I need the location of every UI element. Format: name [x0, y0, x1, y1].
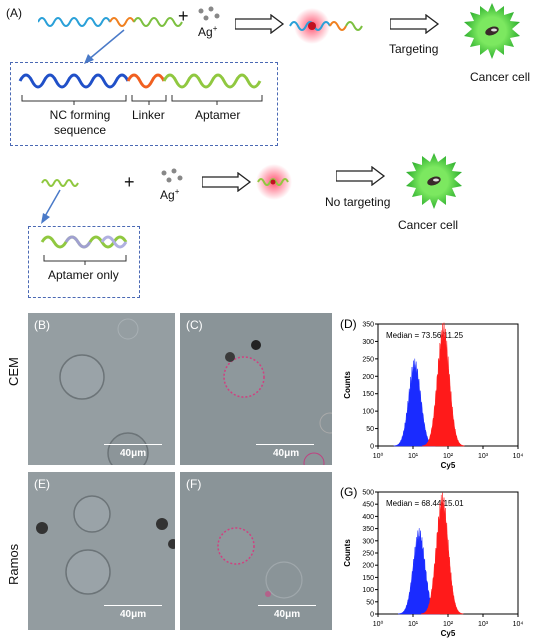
y-tick-label: 200: [362, 563, 374, 570]
aptamer-label: Aptamer: [195, 108, 241, 122]
x-tick-label: 10²: [443, 453, 454, 460]
row-label-ramos: Ramos: [6, 543, 21, 585]
y-tick-label: 200: [362, 374, 374, 381]
microscopy-panel-c: (C) 40μm: [180, 313, 332, 465]
histogram-series-1: [393, 358, 436, 447]
histogram-g: (G) Median = 68.44/15.01 10⁰ 10¹ 10² 10³ 10⁴ 0 5…: [340, 485, 524, 638]
microscopy-panel-e: (E) 40μm: [28, 472, 175, 630]
x-tick-label: 10³: [478, 453, 489, 460]
reaction-arrow: [235, 14, 285, 34]
y-tick-label: 300: [362, 538, 374, 545]
targeting-label: Targeting: [389, 42, 439, 56]
cancer-cell-icon: [464, 3, 520, 59]
y-tick-label: 50: [366, 599, 374, 606]
cell-images: [217, 527, 303, 599]
x-tick-label: 10³: [478, 621, 489, 628]
y-axis-label: Counts: [343, 371, 352, 399]
aptamer-detail-box: [28, 226, 140, 298]
y-tick-label: 0: [370, 612, 374, 619]
scale-bar: [258, 605, 316, 606]
x-tick-label: 10⁴: [513, 621, 524, 628]
panel-label: (D): [340, 317, 357, 331]
x-axis-label: Cy5: [441, 461, 456, 470]
panel-tag: (F): [186, 477, 202, 491]
x-tick-label: 10²: [443, 621, 454, 628]
plus-sign-2: +: [124, 172, 135, 192]
y-tick-label: 100: [362, 587, 374, 594]
scale-label: 40μm: [274, 609, 301, 620]
y-tick-label: 400: [362, 514, 374, 521]
scale-label: 40μm: [120, 609, 147, 620]
median-annotation: Median = 73.56/11.25: [386, 331, 464, 340]
linker-label: Linker: [132, 108, 165, 122]
aptamer-nanocluster-icon: [256, 164, 292, 200]
no-targeting-label: No targeting: [325, 195, 391, 209]
aptamer-detail-strand: [40, 235, 128, 249]
y-tick-label: 150: [362, 391, 374, 398]
x-tick-label: 10⁰: [373, 452, 384, 460]
x-tick-label: 10¹: [408, 453, 419, 460]
y-tick-label: 350: [362, 322, 374, 329]
scale-label: 40μm: [120, 448, 147, 459]
x-tick-label: 10⁴: [513, 453, 524, 460]
aptamer-only-label: Aptamer only: [48, 268, 119, 282]
scale-bar: [104, 444, 162, 445]
y-tick-label: 300: [362, 339, 374, 346]
cancer-cell-label-2: Cancer cell: [398, 218, 459, 232]
cell-images: [36, 495, 175, 595]
y-tick-label: 500: [362, 490, 374, 497]
microscopy-panel-b: (B) 40μm: [28, 313, 175, 465]
scale-bar: [256, 444, 314, 445]
segment-brackets: [21, 95, 263, 105]
histogram-series-2: [422, 322, 465, 447]
panel-tag: (E): [34, 477, 50, 491]
y-axis-label: Counts: [343, 539, 352, 567]
x-tick-label: 10⁰: [373, 620, 384, 628]
y-tick-label: 250: [362, 356, 374, 363]
aptamer-bracket: [43, 255, 127, 265]
y-tick-label: 450: [362, 502, 374, 509]
scheme-label: (A): [6, 6, 22, 20]
no-targeting-arrow: [336, 166, 386, 186]
y-tick-label: 350: [362, 526, 374, 533]
aptamer-only-strand: [41, 179, 79, 187]
row-label-cem: CEM: [6, 357, 21, 386]
microscopy-panel-f: (F) 40μm: [180, 472, 332, 630]
silver-ions-icon-2: [161, 168, 183, 183]
probe-detail-strand: [18, 73, 262, 89]
panel-tag: (C): [186, 318, 203, 332]
median-annotation: Median = 68.44/15.01: [386, 499, 464, 508]
y-tick-label: 150: [362, 575, 374, 582]
targeting-arrow: [390, 14, 440, 34]
histogram-series-2: [420, 492, 464, 615]
plus-sign: +: [178, 6, 189, 26]
cancer-cell-icon-2: [406, 153, 462, 209]
full-probe-strand: [38, 17, 183, 27]
y-tick-label: 250: [362, 551, 374, 558]
silver-ions-icon: [198, 6, 220, 21]
y-tick-label: 50: [366, 426, 374, 433]
pointer-arrow-2: [41, 189, 61, 224]
pointer-arrow: [84, 29, 125, 64]
reaction-arrow-2: [202, 172, 252, 192]
panel-label: (G): [340, 485, 357, 499]
x-tick-label: 10¹: [408, 621, 419, 628]
cancer-cell-label: Cancer cell: [470, 70, 531, 84]
nc-forming-label: NC forming sequence: [49, 108, 111, 137]
ion-label-2: Ag+: [160, 187, 180, 202]
cell-images: [59, 318, 149, 465]
y-tick-label: 0: [370, 444, 374, 451]
probe-detail-box: [10, 62, 278, 146]
scale-bar: [104, 605, 162, 606]
histogram-d: (D) Median = 73.56/11.25 10⁰ 10¹ 10² 10³ 10⁴ 0 5…: [340, 317, 524, 470]
y-tick-label: 100: [362, 409, 374, 416]
x-axis-label: Cy5: [441, 629, 456, 638]
panel-tag: (B): [34, 318, 50, 332]
cell-images: [223, 340, 332, 465]
scale-label: 40μm: [273, 448, 300, 459]
silver-nanocluster-probe-icon: [289, 8, 363, 44]
ion-label: Ag+: [198, 24, 218, 39]
